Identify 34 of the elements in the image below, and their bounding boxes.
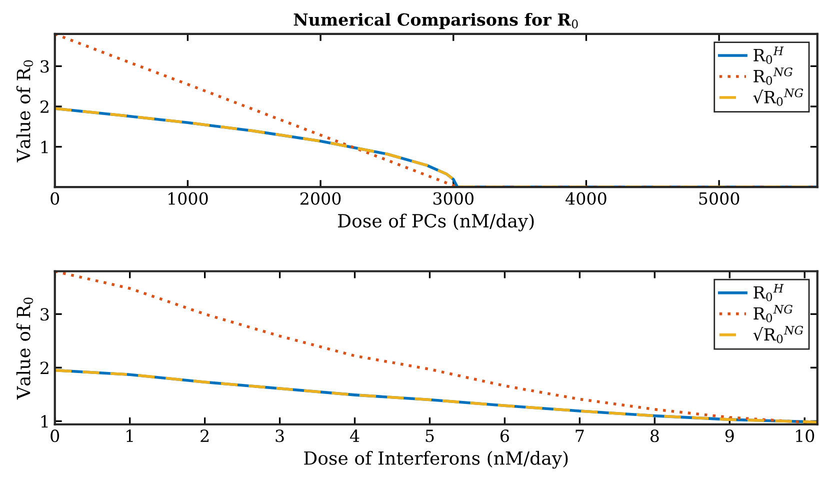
x-tick-label: 2000 xyxy=(300,192,341,205)
x-tick-label: 3 xyxy=(276,430,284,442)
legend-label: R$_{0}$$^{H}$ xyxy=(754,284,784,302)
legend-label: R$_{0}$$^{H}$ xyxy=(754,46,784,64)
y-tick-label: 3 xyxy=(40,60,49,73)
legend-label: √R$_{0}$$^{NG}$ xyxy=(753,88,804,106)
x-tick-label: 7 xyxy=(576,430,584,442)
y-tick-label: 3 xyxy=(40,308,49,321)
chart-title: Numerical Comparisons for R$_{0}$ xyxy=(294,12,578,30)
x-tick-label: 3000 xyxy=(433,192,474,205)
x-tick-label: 4 xyxy=(350,430,360,442)
legend-label: √R$_{0}$$^{NG}$ xyxy=(753,326,804,344)
x-tick-label: 0 xyxy=(50,192,60,205)
x-tick-label: 6 xyxy=(500,430,509,442)
x-tick-label: 9 xyxy=(725,430,734,442)
x-tick-label: 4000 xyxy=(566,192,606,205)
y-tick-label: 2 xyxy=(40,100,48,113)
x-tick-label: 5 xyxy=(426,430,434,442)
y-axis-title: Value of R$_{0}$ xyxy=(16,298,34,400)
x-axis-title: Dose of Interferons (nM/day) xyxy=(304,450,568,469)
y-tick-label: 1 xyxy=(41,415,48,428)
y-tick-label: 2 xyxy=(40,362,48,374)
x-axis-title: Dose of PCs (nM/day) xyxy=(338,214,534,232)
legend-label: R$_{0}$$^{NG}$ xyxy=(754,67,792,85)
x-tick-label: 1 xyxy=(126,430,133,442)
y-axis-title: Value of R$_{0}$ xyxy=(16,60,34,162)
y-tick-label: 1 xyxy=(41,140,48,154)
x-tick-label: 2 xyxy=(200,430,208,442)
x-tick-label: 0 xyxy=(50,430,60,442)
x-tick-label: 1000 xyxy=(168,192,208,205)
legend-label: R$_{0}$$^{NG}$ xyxy=(754,304,792,322)
x-tick-label: 5000 xyxy=(699,192,740,205)
x-tick-label: 10 xyxy=(796,430,814,442)
x-tick-label: 8 xyxy=(650,430,659,442)
